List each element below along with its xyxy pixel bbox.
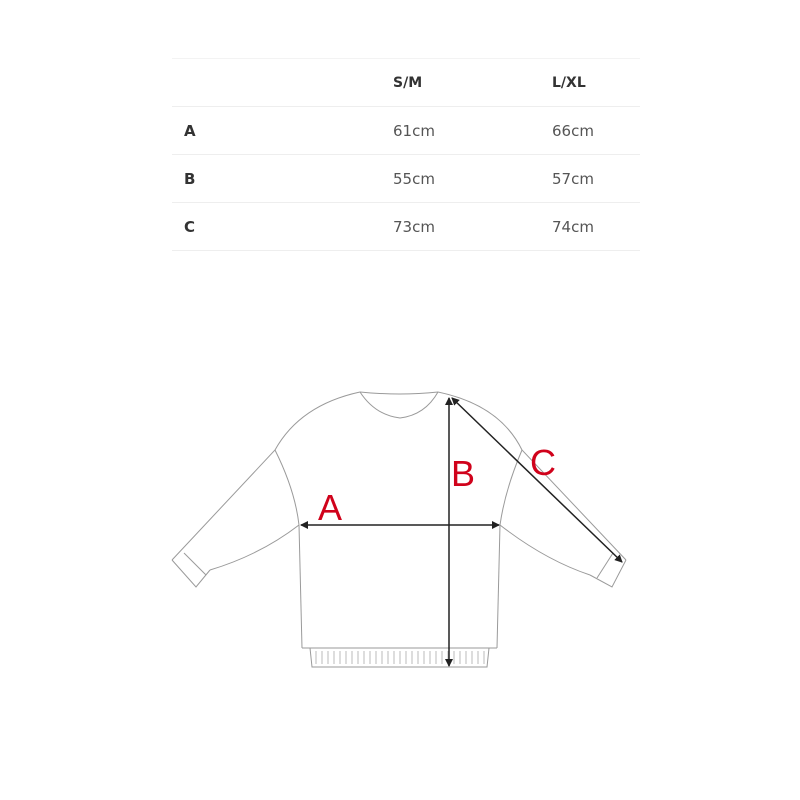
table-row: A 61cm 66cm — [172, 107, 640, 155]
hem-ribbing — [315, 651, 485, 664]
table-row: C 73cm 74cm — [172, 203, 640, 251]
cell-sm: 61cm — [393, 121, 435, 140]
header-sm: S/M — [393, 74, 423, 91]
header-lxl: L/XL — [552, 74, 586, 91]
cell-lxl: 57cm — [552, 169, 594, 188]
label-c: C — [530, 442, 556, 483]
table-row: B 55cm 57cm — [172, 155, 640, 203]
cell-lxl: 66cm — [552, 121, 594, 140]
label-a: A — [318, 487, 342, 528]
cell-sm: 73cm — [393, 217, 435, 236]
table-header-row: S/M L/XL — [172, 58, 640, 107]
cell-lxl: 74cm — [552, 217, 594, 236]
cell-sm: 55cm — [393, 169, 435, 188]
row-label: B — [184, 169, 196, 188]
row-label: C — [184, 217, 196, 236]
sweater-outline — [171, 391, 627, 668]
arrow-c — [451, 397, 623, 563]
label-b: B — [451, 453, 475, 494]
row-label: A — [184, 121, 196, 140]
size-table: S/M L/XL A 61cm 66cm B 55cm 57cm C 73cm … — [172, 58, 640, 251]
